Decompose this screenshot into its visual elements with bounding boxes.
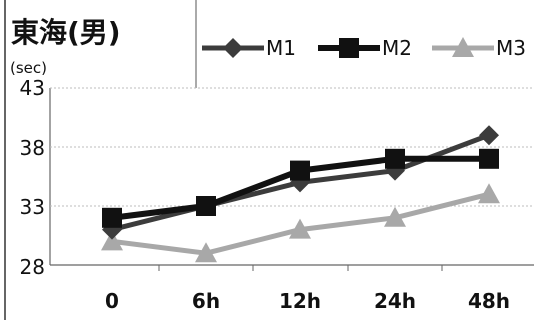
data-point-m2 bbox=[385, 148, 405, 169]
legend-label-m2: M2 bbox=[382, 36, 412, 60]
x-tick-label: 48h bbox=[468, 289, 510, 313]
x-tick-label: 24h bbox=[374, 289, 416, 313]
y-tick-label: 38 bbox=[20, 136, 45, 160]
y-axis-unit-label: (sec) bbox=[10, 59, 47, 77]
legend-item-m3: M3 bbox=[432, 36, 526, 60]
series-m3 bbox=[101, 183, 500, 263]
x-tick-labels: 0 6h 12h 24h 48h bbox=[105, 289, 510, 313]
x-tick-label: 6h bbox=[192, 289, 220, 313]
y-tick-label: 33 bbox=[20, 195, 45, 219]
legend-marker-m3 bbox=[452, 37, 474, 57]
data-point-m2 bbox=[290, 160, 310, 181]
data-point-m3 bbox=[101, 230, 123, 251]
data-point-m3 bbox=[195, 242, 217, 263]
legend-marker-m1 bbox=[223, 38, 243, 58]
legend-label-m1: M1 bbox=[266, 36, 296, 60]
data-point-m3 bbox=[478, 183, 500, 204]
data-point-m3 bbox=[289, 218, 311, 239]
data-point-m3 bbox=[384, 206, 406, 227]
data-point-m2 bbox=[479, 148, 499, 169]
legend-item-m2: M2 bbox=[318, 36, 412, 60]
series-m2 bbox=[102, 148, 499, 228]
legend-item-m1: M1 bbox=[202, 36, 296, 60]
x-tick-label: 12h bbox=[279, 289, 321, 313]
data-point-m2 bbox=[102, 207, 122, 228]
legend: M1 M2 M3 bbox=[202, 36, 526, 60]
y-tick-label: 28 bbox=[20, 255, 45, 279]
legend-label-m3: M3 bbox=[496, 36, 526, 60]
data-point-m2 bbox=[196, 196, 216, 216]
y-tick-labels: 43 38 33 28 bbox=[20, 76, 45, 279]
legend-marker-m2 bbox=[339, 38, 359, 58]
chart-title: 東海(男) bbox=[11, 16, 121, 49]
y-tick-label: 43 bbox=[20, 76, 45, 100]
grid-lines bbox=[50, 87, 534, 207]
x-tick-marks bbox=[158, 265, 443, 271]
x-tick-label: 0 bbox=[105, 289, 119, 313]
series-layer bbox=[101, 125, 500, 263]
data-point-m1 bbox=[479, 125, 499, 146]
